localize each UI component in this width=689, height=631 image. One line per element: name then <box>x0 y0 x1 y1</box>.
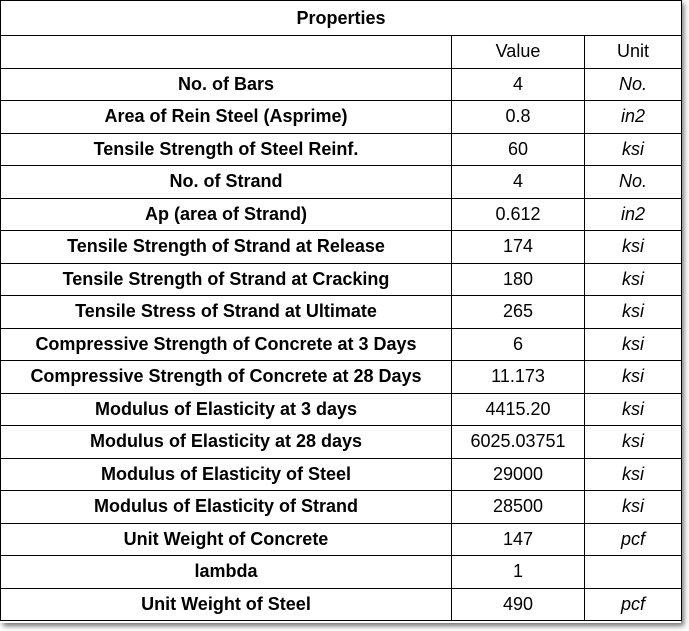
table-row: Modulus of Elasticity of Steel 29000 ksi <box>0 457 682 491</box>
property-value-cell: 1 <box>451 555 585 589</box>
property-value-cell: 265 <box>451 295 585 329</box>
property-unit-cell: No. <box>584 165 682 199</box>
property-unit-cell: in2 <box>584 100 682 134</box>
table-row: lambda 1 <box>0 555 682 589</box>
table-row: No. of Bars 4 No. <box>0 67 682 101</box>
table-title-row: Properties <box>0 0 682 36</box>
property-name-cell: Modulus of Elasticity at 3 days <box>0 392 452 426</box>
table-row: Modulus of Elasticity at 28 days 6025.037… <box>0 425 682 459</box>
property-value-cell: 28500 <box>451 490 585 524</box>
property-unit-cell: ksi <box>584 230 682 264</box>
property-unit-cell: pcf <box>584 522 682 556</box>
property-unit-cell: ksi <box>584 457 682 491</box>
property-name-cell: Tensile Strength of Strand at Cracking <box>0 262 452 296</box>
table-row: Compressive Strength of Concrete at 28 D… <box>0 360 682 394</box>
property-unit-cell: pcf <box>584 587 682 621</box>
property-value-cell: 4 <box>451 165 585 199</box>
property-name-cell: Modulus of Elasticity at 28 days <box>0 425 452 459</box>
property-value-cell: 11.173 <box>451 360 585 394</box>
property-name-cell: Unit Weight of Concrete <box>0 522 452 556</box>
property-unit-cell: ksi <box>584 490 682 524</box>
property-name-cell: lambda <box>0 555 452 589</box>
property-unit-cell: ksi <box>584 360 682 394</box>
property-unit-cell: ksi <box>584 262 682 296</box>
property-value-cell: 4415.20 <box>451 392 585 426</box>
table-row: Modulus of Elasticity of Strand 28500 ksi <box>0 490 682 524</box>
property-name-cell: Area of Rein Steel (Asprime) <box>0 100 452 134</box>
table-row: Ap (area of Strand) 0.612 in2 <box>0 197 682 231</box>
property-value-cell: 6 <box>451 327 585 361</box>
property-unit-cell: No. <box>584 67 682 101</box>
property-name-cell: Tensile Strength of Steel Reinf. <box>0 132 452 166</box>
header-unit-cell: Unit <box>584 35 682 69</box>
property-name-cell: No. of Bars <box>0 67 452 101</box>
property-value-cell: 6025.03751 <box>451 425 585 459</box>
property-name-cell: Modulus of Elasticity of Steel <box>0 457 452 491</box>
property-unit-cell: in2 <box>584 197 682 231</box>
property-value-cell: 29000 <box>451 457 585 491</box>
property-name-cell: Compressive Strength of Concrete at 28 D… <box>0 360 452 394</box>
table-title: Properties <box>0 0 682 36</box>
property-name-cell: Modulus of Elasticity of Strand <box>0 490 452 524</box>
property-name-cell: Tensile Strength of Strand at Release <box>0 230 452 264</box>
property-value-cell: 0.612 <box>451 197 585 231</box>
property-value-cell: 180 <box>451 262 585 296</box>
table-header-row: Value Unit <box>0 35 682 69</box>
property-value-cell: 147 <box>451 522 585 556</box>
table-row: Compressive Strength of Concrete at 3 Da… <box>0 327 682 361</box>
properties-table-frame: Properties Value Unit No. of Bars 4 No. Are… <box>0 0 682 621</box>
table-row: Area of Rein Steel (Asprime) 0.8 in2 <box>0 100 682 134</box>
table-row: Tensile Strength of Strand at Cracking 18… <box>0 262 682 296</box>
property-unit-cell: ksi <box>584 132 682 166</box>
property-unit-cell: ksi <box>584 295 682 329</box>
property-name-cell: No. of Strand <box>0 165 452 199</box>
table-row: Tensile Strength of Strand at Release 174… <box>0 230 682 264</box>
table-row: Unit Weight of Concrete 147 pcf <box>0 522 682 556</box>
properties-table: Properties Value Unit No. of Bars 4 No. Are… <box>0 0 682 621</box>
table-row: Tensile Stress of Strand at Ultimate 265 k… <box>0 295 682 329</box>
header-value-cell: Value <box>451 35 585 69</box>
property-name-cell: Unit Weight of Steel <box>0 587 452 621</box>
table-row: Modulus of Elasticity at 3 days 4415.20 ks… <box>0 392 682 426</box>
table-row: Tensile Strength of Steel Reinf. 60 ksi <box>0 132 682 166</box>
property-name-cell: Compressive Strength of Concrete at 3 Da… <box>0 327 452 361</box>
property-name-cell: Ap (area of Strand) <box>0 197 452 231</box>
property-unit-cell: ksi <box>584 425 682 459</box>
table-row: Unit Weight of Steel 490 pcf <box>0 587 682 621</box>
table-row: No. of Strand 4 No. <box>0 165 682 199</box>
property-value-cell: 174 <box>451 230 585 264</box>
property-unit-cell <box>584 555 682 589</box>
property-value-cell: 490 <box>451 587 585 621</box>
property-name-cell: Tensile Stress of Strand at Ultimate <box>0 295 452 329</box>
property-value-cell: 60 <box>451 132 585 166</box>
property-unit-cell: ksi <box>584 392 682 426</box>
property-value-cell: 4 <box>451 67 585 101</box>
property-value-cell: 0.8 <box>451 100 585 134</box>
header-name-cell <box>0 35 452 69</box>
property-unit-cell: ksi <box>584 327 682 361</box>
